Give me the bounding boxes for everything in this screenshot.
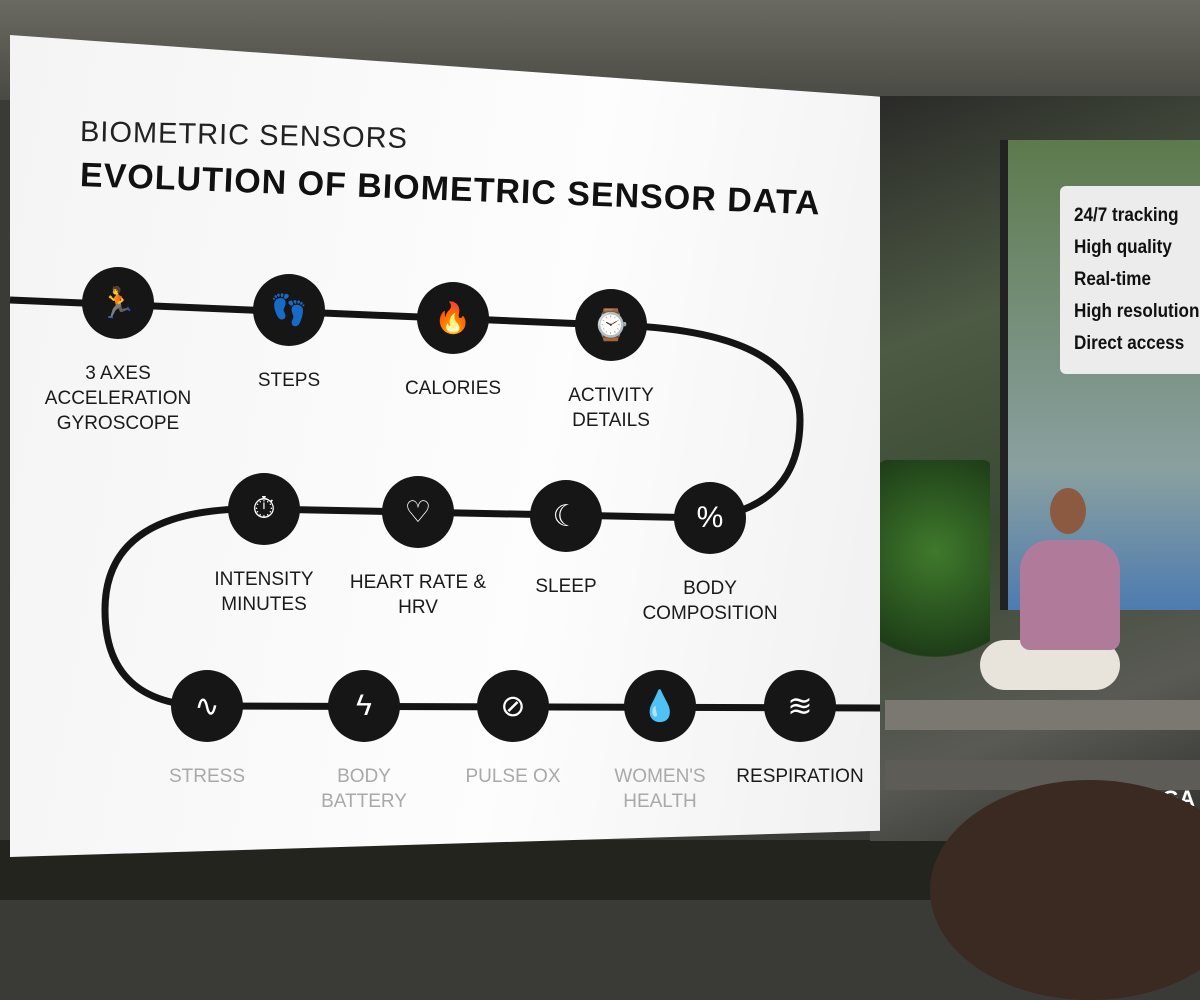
- stress-graph-icon: ∿: [171, 670, 243, 742]
- body-battery-icon: ϟ: [328, 670, 400, 742]
- pulse-ox-icon: ⊘: [477, 670, 549, 742]
- node-label: STEPS: [257, 370, 321, 391]
- timeline-path: [9, 296, 881, 712]
- features-card: 24/7 tracking High quality Real-time Hig…: [1060, 186, 1200, 374]
- watch-icon: ⌚: [575, 289, 647, 361]
- node-label: PULSE OX: [465, 766, 561, 787]
- flame-icon: 🔥: [417, 282, 489, 354]
- node-label: HEART RATE & HRV: [349, 572, 487, 618]
- photo-person-head: [1050, 488, 1086, 534]
- feature-item: Direct access: [1074, 333, 1185, 354]
- node-label: BODY COMPOSITION: [642, 578, 778, 624]
- node-label: ACTIVITY DETAILS: [568, 385, 654, 431]
- feature-item: Real-time: [1074, 269, 1151, 290]
- slide: [10, 35, 880, 857]
- footprints-icon: 👣: [253, 274, 325, 346]
- running-person-icon: 🏃: [82, 267, 154, 339]
- node-label: RESPIRATION: [736, 766, 864, 787]
- heart-pulse-icon: ♡: [382, 476, 454, 548]
- moon-icon: ☾: [530, 480, 602, 552]
- feature-item: High resolution: [1074, 301, 1200, 322]
- node-label: STRESS: [168, 766, 246, 787]
- stopwatch-icon: ⏱: [228, 473, 300, 545]
- wind-icon: ≋: [764, 670, 836, 742]
- feature-item: High quality: [1074, 237, 1172, 258]
- node-label: CALORIES: [404, 378, 502, 399]
- body-percent-icon: %: [674, 482, 746, 554]
- node-label: SLEEP: [535, 576, 597, 597]
- photo-plant: [880, 460, 990, 690]
- feature-item: 24/7 tracking: [1074, 205, 1179, 226]
- node-label: INTENSITY MINUTES: [214, 569, 314, 615]
- node-label: 3 AXES ACCELERATION GYROSCOPE: [44, 363, 192, 434]
- drop-icon: 💧: [624, 670, 696, 742]
- photo-step: [885, 700, 1200, 730]
- node-label: BODY BATTERY: [321, 766, 407, 812]
- photo-person: [1020, 540, 1120, 650]
- node-label: WOMEN'S HEALTH: [614, 766, 706, 812]
